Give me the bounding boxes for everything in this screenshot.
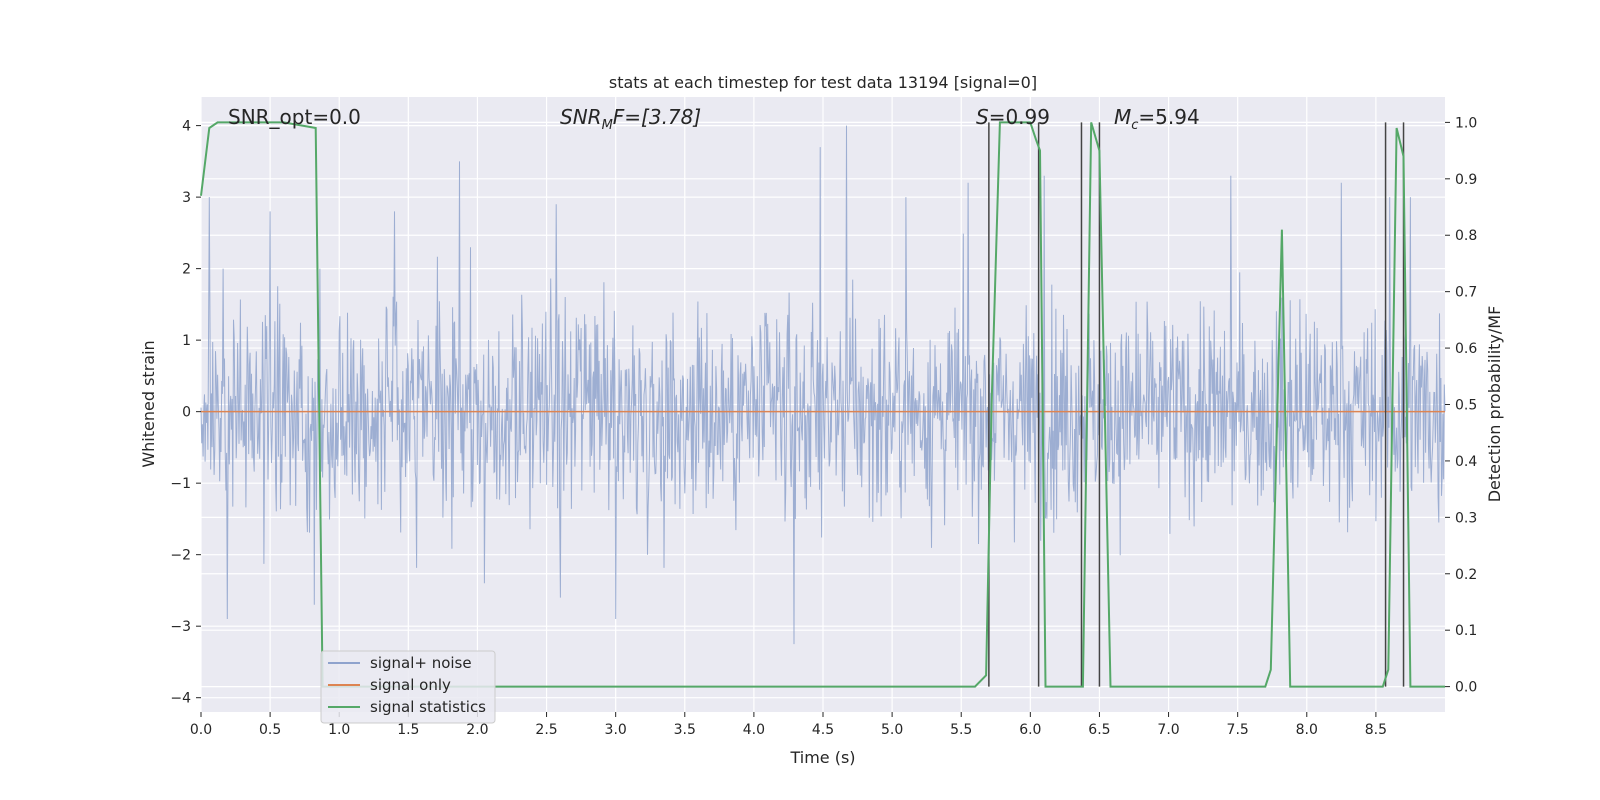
annotation-mc-sub: c <box>1131 118 1138 133</box>
x-tick-label: 6.0 <box>1019 722 1041 738</box>
x-tick-label: 2.5 <box>535 722 557 738</box>
x-tick-label: 7.5 <box>1227 722 1249 738</box>
ticks: 0.0 0.5 1.0 1.5 2.0 2.5 3.0 3.5 4.0 4.5 5.0 5.5 6.0 6… <box>170 115 1477 738</box>
x-tick-label: 8.0 <box>1296 722 1318 738</box>
y-axis-right-label: Detection probability/MF <box>1485 306 1504 503</box>
annotation-s: S=0.99 <box>976 105 1050 129</box>
y-left-tick-label: 2 <box>182 262 191 278</box>
annotation-snr-opt: SNR_opt=0.0 <box>228 105 361 129</box>
y-right-tick-label: 0.6 <box>1455 341 1477 357</box>
x-tick-label: 7.0 <box>1157 722 1179 738</box>
annotation-snr-mf-sub: M <box>602 118 613 133</box>
y-right-tick-label: 0.2 <box>1455 567 1477 583</box>
x-tick-label: 6.5 <box>1088 722 1110 738</box>
annotation-snr-mf-value: F=[3.78] <box>613 105 701 129</box>
x-tick-label: 4.5 <box>812 722 834 738</box>
x-tick-label: 3.5 <box>674 722 696 738</box>
x-tick-label: 4.0 <box>743 722 765 738</box>
y-right-tick-label: 0.9 <box>1455 172 1477 188</box>
y-left-tick-label: −1 <box>170 476 191 492</box>
y-right-tick-label: 0.8 <box>1455 228 1477 244</box>
legend: signal+ noise signal only signal statist… <box>320 650 496 724</box>
x-tick-label: 0.5 <box>259 722 281 738</box>
y-left-tick-label: 4 <box>182 119 191 135</box>
annotation-s-prefix: S <box>976 105 989 129</box>
y-left-tick-label: −2 <box>170 548 191 564</box>
y-left-tick-label: −4 <box>170 691 191 707</box>
legend-label-noise: signal+ noise <box>370 654 472 672</box>
annotation-snr-mf: SNRMF=[3.78] <box>560 105 701 133</box>
y-axis-left-label: Whitened strain <box>139 340 158 467</box>
y-right-tick-label: 0.7 <box>1455 285 1477 301</box>
annotation-mc: Mc=5.94 <box>1114 105 1200 133</box>
annotation-snr-mf-prefix: SNR <box>560 105 602 129</box>
x-tick-label: 1.0 <box>328 722 350 738</box>
legend-label-signal: signal only <box>370 676 451 694</box>
x-tick-label: 0.0 <box>190 722 212 738</box>
series-signal-noise <box>200 125 1446 645</box>
y-right-tick-label: 0.1 <box>1455 623 1477 639</box>
y-right-tick-label: 0.0 <box>1455 680 1477 696</box>
x-tick-label: 8.5 <box>1365 722 1387 738</box>
x-axis-label: Time (s) <box>789 748 855 767</box>
y-right-tick-label: 0.3 <box>1455 510 1477 526</box>
legend-box <box>320 650 496 724</box>
x-tick-label: 2.0 <box>466 722 488 738</box>
y-left-tick-label: 1 <box>182 333 191 349</box>
annotation-mc-value: =5.94 <box>1138 105 1199 129</box>
x-tick-label: 5.0 <box>881 722 903 738</box>
y-right-tick-label: 1.0 <box>1455 115 1477 131</box>
x-tick-label: 1.5 <box>397 722 419 738</box>
x-tick-label: 5.5 <box>950 722 972 738</box>
chart-title: stats at each timestep for test data 131… <box>609 73 1037 92</box>
y-left-tick-label: 3 <box>182 190 191 206</box>
y-left-tick-label: 0 <box>182 405 191 421</box>
y-right-tick-label: 0.5 <box>1455 398 1477 414</box>
annotation-s-value: =0.99 <box>989 105 1050 129</box>
annotation-mc-prefix: M <box>1114 105 1131 129</box>
y-right-tick-label: 0.4 <box>1455 454 1477 470</box>
y-left-tick-label: −3 <box>170 619 191 635</box>
legend-label-stats: signal statistics <box>370 698 486 716</box>
x-tick-label: 3.0 <box>605 722 627 738</box>
